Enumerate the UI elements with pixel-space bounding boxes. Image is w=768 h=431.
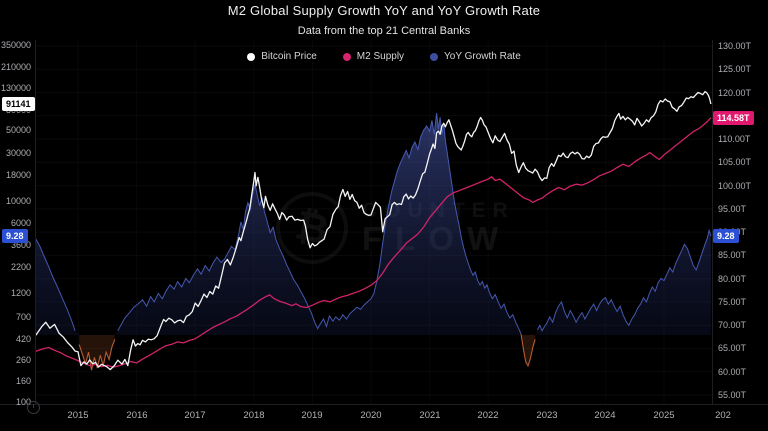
chart-subtitle: Data from the top 21 Central Banks (297, 25, 471, 37)
bitcoin-last-price-badge: 91141 (2, 97, 35, 111)
yoy-growth-dot-icon (430, 52, 439, 61)
legend: Bitcoin Price M2 Supply YoY Growth Rate (0, 51, 768, 62)
m2-supply-dot-icon (342, 52, 351, 61)
legend-label: YoY Growth Rate (444, 51, 521, 62)
legend-item-yoy-growth: YoY Growth Rate (430, 51, 521, 62)
legend-item-m2-supply: M2 Supply (342, 51, 405, 62)
m2-last-value-badge: 114.58T (713, 111, 754, 125)
chart-title: M2 Global Supply Growth YoY and YoY Grow… (227, 3, 541, 18)
legend-label: M2 Supply (356, 51, 405, 62)
left-axis-separator (35, 40, 36, 405)
time-axis-separator (0, 404, 768, 405)
clock-icon[interactable] (27, 401, 40, 414)
right-axis-separator (712, 40, 713, 405)
yoy-last-value-badge-right: 9.28 (713, 229, 739, 243)
legend-item-bitcoin-price: Bitcoin Price (247, 51, 317, 62)
bitcoin-price-dot-icon (247, 52, 256, 61)
legend-label: Bitcoin Price (261, 51, 317, 62)
yoy-last-value-badge-left: 9.28 (2, 229, 28, 243)
